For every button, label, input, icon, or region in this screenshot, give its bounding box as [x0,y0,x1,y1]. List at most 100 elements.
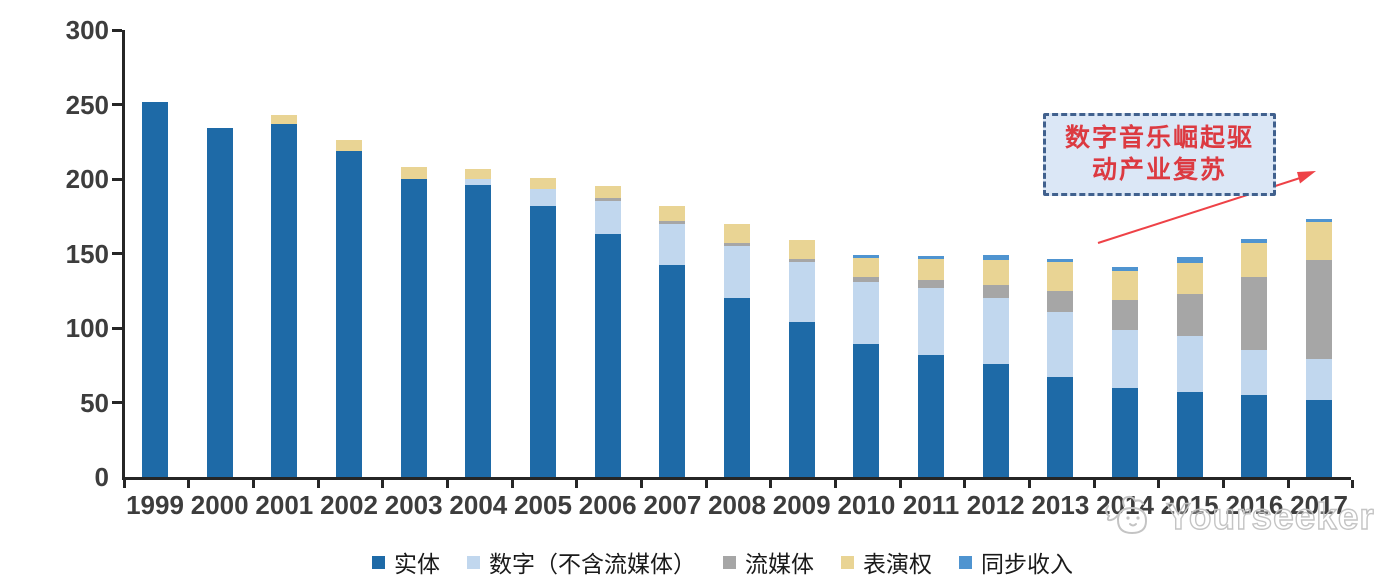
legend-item-performance-rights: 表演权 [841,545,932,579]
x-axis-label-2016: 2016 [1225,490,1284,520]
segment-digital-excl-streaming-2004 [465,179,492,185]
segment-performance-rights-2009 [788,240,815,260]
segment-performance-rights-2016 [1241,243,1268,278]
x-axis-label-2009: 2009 [772,490,831,520]
bar-2012 [982,255,1009,477]
x-axis-label-2005: 2005 [514,490,572,520]
bar-2003 [400,167,427,477]
segment-physical-2010 [853,344,880,477]
bar-2005 [530,177,557,477]
bar-2007 [659,205,686,477]
x-axis-label-2013: 2013 [1031,490,1090,520]
legend-swatch-physical [372,555,385,569]
segment-performance-rights-2010 [853,257,880,278]
x-axis-label-2006: 2006 [578,490,637,520]
segment-performance-rights-2002 [336,140,362,151]
y-axis-label-200: 200 [65,164,109,194]
segment-sync-revenue-2011 [918,256,945,260]
segment-streaming-2007 [659,220,686,224]
x-axis-tick [1222,480,1226,488]
segment-physical-2012 [982,363,1009,477]
annotation-text-line1: 数字音乐崛起驱 [1064,124,1254,152]
watermark-text: Yourseeker [1165,495,1375,537]
y-axis-label-100: 100 [65,313,109,343]
segment-physical-2006 [594,234,621,477]
x-axis-label-2003: 2003 [384,490,443,520]
segment-physical-2013 [1047,377,1074,477]
x-axis-tick [1092,480,1096,488]
legend-label-sync-revenue: 同步收入 [981,552,1073,577]
yourseeker-cat-logo-icon [1105,495,1148,535]
y-axis-label-150: 150 [65,238,109,269]
bar-2014 [1112,266,1139,477]
x-axis-label-2017: 2017 [1290,490,1348,520]
segment-digital-excl-streaming-2016 [1241,350,1268,395]
y-axis-tick [112,252,122,255]
legend-label-physical: 实体 [394,552,440,577]
segment-streaming-2013 [1047,290,1074,312]
legend-swatch-performance-rights [841,555,854,569]
segment-physical-2004 [465,185,492,477]
segment-streaming-2009 [788,259,815,263]
y-axis-label-250: 250 [65,89,109,120]
x-axis-tick [446,480,449,488]
bar-2015 [1176,256,1203,477]
y-axis-label-300: 300 [65,15,109,45]
segment-sync-revenue-2017 [1306,219,1333,223]
x-axis-label-2002: 2002 [320,490,378,520]
annotation-callout: 数字音乐崛起驱 动产业复苏 [1043,113,1276,196]
bar-2001 [271,115,298,477]
y-axis-tick [112,326,122,330]
bar-2017 [1306,219,1333,477]
segment-streaming-2006 [594,198,621,202]
segment-physical-2000 [206,128,233,477]
segment-physical-1999 [142,101,168,477]
legend-swatch-streaming [723,555,736,569]
segment-streaming-2010 [853,277,880,282]
x-axis-tick [834,480,838,488]
x-axis-tick [510,480,514,488]
segment-streaming-2008 [724,243,751,247]
x-axis-label-2011: 2011 [902,490,960,520]
x-axis-label-2012: 2012 [966,490,1025,520]
bar-2016 [1241,238,1268,477]
x-axis-tick [122,480,126,488]
segment-streaming-2017 [1306,259,1333,360]
y-axis-label-50: 50 [80,387,109,418]
bar-2000 [206,128,233,477]
bar-2004 [465,168,492,477]
legend-item-sync-revenue: 同步收入 [959,545,1073,579]
x-axis-label-2001: 2001 [255,490,314,520]
x-axis-label-2015: 2015 [1160,490,1219,520]
x-axis-label-2000: 2000 [190,490,249,520]
segment-physical-2007 [659,265,686,477]
segment-sync-revenue-2013 [1047,259,1074,263]
legend-label-digital-excl-streaming: 数字（不含流媒体） [489,552,696,577]
segment-performance-rights-2014 [1112,271,1139,300]
x-axis-tick [640,480,644,488]
segment-performance-rights-2001 [271,115,298,124]
legend: 实体 数字（不含流媒体） 流媒体 表演权 同步收入 [372,545,1073,579]
segment-performance-rights-2015 [1176,262,1203,294]
segment-digital-excl-streaming-2008 [724,246,751,299]
bar-1999 [142,101,168,477]
bar-2011 [918,256,945,477]
segment-sync-revenue-2015 [1176,256,1203,263]
segment-performance-rights-2004 [465,168,492,179]
segment-sync-revenue-2014 [1112,266,1139,272]
x-axis-label-2010: 2010 [837,490,896,520]
segment-physical-2002 [336,150,362,477]
segment-performance-rights-2005 [530,177,557,190]
segment-performance-rights-2012 [982,259,1009,285]
x-axis-tick [187,480,191,488]
bar-2010 [853,254,880,477]
segment-streaming-2016 [1241,277,1268,351]
legend-label-streaming: 流媒体 [745,552,814,577]
x-axis-tick [1286,480,1290,488]
segment-streaming-2015 [1176,293,1203,336]
segment-physical-2003 [400,179,427,477]
watermark: Yourseeker [1102,492,1375,542]
segment-sync-revenue-2012 [982,255,1009,260]
legend-item-streaming: 流媒体 [723,545,814,579]
annotation-text-line2: 动产业复苏 [1091,156,1227,184]
